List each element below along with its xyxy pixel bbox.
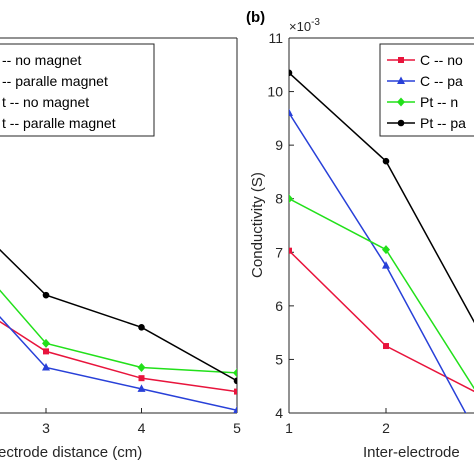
panel-a-xlabel: ectrode distance (cm) — [0, 444, 142, 461]
panel-a-point — [42, 338, 50, 348]
panel-b-point — [382, 157, 390, 165]
y-multiplier-exponent: -3 — [311, 17, 320, 28]
panel-a-point — [42, 291, 50, 299]
panel-b-y-tick-label: 11 — [268, 30, 283, 46]
panel-b-point — [382, 245, 390, 255]
panel-b-legend-marker — [398, 57, 404, 63]
panel-a-x-tick-label: 4 — [138, 420, 146, 436]
panel-a-legend-label: t -- no magnet — [2, 94, 89, 110]
panel-a-series-line-0 — [0, 320, 237, 393]
panel-a-point — [233, 377, 237, 385]
panel-b-series-line-2 — [289, 198, 474, 390]
panel-a-point — [137, 362, 146, 372]
panel-a-legend — [0, 43, 155, 137]
panel-a-point — [233, 368, 237, 378]
panel-a-x-tick-label: 3 — [42, 420, 50, 436]
panel-b-xlabel: Inter-electrode — [363, 444, 460, 461]
y-multiplier: ×10-3 — [289, 17, 320, 34]
panel-b-series-line-1 — [289, 112, 467, 413]
panel-b-x-tick-label: 1 — [285, 420, 293, 436]
panel-b-legend-marker — [397, 97, 405, 107]
panel-a-point — [42, 362, 50, 371]
panel-a-series-line-1 — [0, 316, 237, 412]
panel-b-legend-marker — [397, 76, 405, 84]
panel-b-point — [383, 343, 389, 350]
panel-a-point — [138, 375, 145, 382]
panel-b-label: (b) — [246, 9, 265, 26]
panel-a-legend-label: t -- paralle magnet — [2, 115, 116, 131]
panel-a-point — [43, 348, 49, 355]
panel-b-y-tick-label: 5 — [275, 351, 283, 367]
panel-b-ylabel: Conductivity (S) — [249, 172, 266, 278]
panel-b-x-tick-label: 2 — [382, 420, 390, 436]
panel-b-y-tick-label: 10 — [267, 84, 283, 100]
panel-b-y-tick-label: 9 — [275, 137, 283, 153]
panel-b-y-tick-label: 4 — [275, 405, 283, 421]
panel-b-point — [289, 69, 293, 77]
panel-a-series-line-3 — [0, 248, 237, 382]
panel-a-point — [233, 405, 237, 413]
panel-b-legend-label: Pt -- pa — [420, 115, 466, 131]
panel-b-y-tick-label: 8 — [275, 191, 283, 207]
panel-b-legend-label: C -- no — [420, 52, 463, 68]
y-multiplier-base: ×10 — [289, 19, 311, 34]
panel-b-legend-marker — [397, 119, 405, 127]
panel-b-point — [289, 108, 293, 116]
panel-a-legend-label: -- no magnet — [2, 52, 81, 68]
panel-b-legend-label: C -- pa — [420, 73, 463, 89]
panel-b-legend-label: Pt -- n — [420, 94, 458, 110]
panel-b-point — [289, 194, 293, 204]
panel-a-legend-label: -- paralle magnet — [2, 73, 108, 89]
panel-a-series-line-2 — [0, 289, 237, 374]
panel-a-x-tick-label: 5 — [233, 420, 241, 436]
panel-a: 3 4 5 ectrode distance (cm) -- no magnet -… — [0, 37, 241, 461]
panel-a-point — [138, 323, 145, 331]
panel-b-y-tick-label: 6 — [275, 298, 283, 314]
panel-a-point — [234, 388, 237, 395]
panel-b-point — [382, 261, 390, 269]
panel-b-y-tick-label: 7 — [275, 244, 283, 260]
panel-a-point — [137, 384, 146, 392]
panel-b-point — [289, 247, 292, 254]
